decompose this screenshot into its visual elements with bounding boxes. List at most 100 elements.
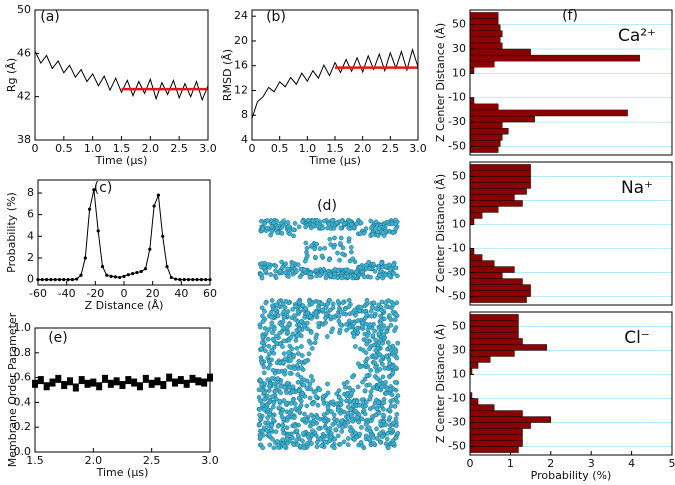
bar bbox=[469, 260, 495, 267]
bead bbox=[392, 404, 398, 409]
bead bbox=[383, 391, 389, 396]
y-tick-label: 24 bbox=[234, 9, 248, 22]
bead bbox=[364, 373, 370, 378]
y-tick-label: -10 bbox=[448, 242, 466, 255]
y-tick-label: 0.0 bbox=[14, 445, 32, 458]
bead bbox=[336, 395, 342, 400]
bead bbox=[332, 267, 338, 272]
bead bbox=[357, 364, 363, 370]
bead bbox=[275, 439, 280, 444]
bead bbox=[317, 387, 323, 393]
bead bbox=[345, 419, 351, 425]
bead bbox=[366, 266, 372, 271]
y-axis-label: Z Center Distance (Å) bbox=[434, 23, 447, 142]
bead bbox=[353, 408, 358, 414]
bead bbox=[257, 324, 263, 330]
bar bbox=[469, 422, 531, 429]
bead bbox=[259, 402, 265, 407]
bead bbox=[319, 301, 325, 307]
bead bbox=[384, 304, 389, 310]
bead bbox=[355, 384, 361, 390]
bar bbox=[469, 134, 503, 141]
bead bbox=[376, 331, 382, 337]
bead bbox=[289, 407, 294, 413]
bead bbox=[320, 225, 326, 231]
x-tick-label: 2.0 bbox=[85, 454, 103, 467]
y-axis-label: RMSD (Å) bbox=[221, 49, 234, 101]
bead bbox=[326, 257, 332, 263]
bead bbox=[261, 364, 267, 370]
bead bbox=[355, 318, 361, 323]
x-tick-label: -60 bbox=[29, 287, 47, 300]
bead bbox=[347, 428, 353, 434]
y-tick-label: 42 bbox=[17, 90, 31, 103]
y-tick-label: 10 bbox=[452, 367, 466, 380]
data-point bbox=[37, 376, 44, 385]
bead bbox=[392, 328, 397, 333]
x-axis-label: Time (μs) bbox=[308, 154, 361, 167]
bead bbox=[349, 413, 354, 419]
bar bbox=[469, 60, 495, 68]
bead bbox=[300, 303, 306, 308]
data-line bbox=[34, 50, 209, 102]
bead bbox=[366, 259, 372, 265]
bead bbox=[280, 265, 285, 270]
bead bbox=[275, 313, 281, 319]
bead bbox=[262, 221, 268, 226]
bead bbox=[309, 441, 314, 446]
bead bbox=[258, 417, 263, 422]
bead bbox=[368, 308, 374, 314]
x-tick-label: 0.5 bbox=[55, 142, 73, 155]
bead bbox=[269, 347, 275, 353]
bead bbox=[354, 399, 360, 404]
bead bbox=[299, 365, 304, 370]
bead bbox=[346, 297, 352, 303]
panel-label: (c) bbox=[94, 180, 113, 196]
bead bbox=[368, 367, 374, 373]
data-point bbox=[201, 378, 208, 387]
y-tick-label: -30 bbox=[448, 416, 466, 429]
bead bbox=[307, 299, 312, 304]
bead bbox=[354, 221, 360, 227]
bead bbox=[374, 406, 380, 412]
bead bbox=[297, 274, 303, 280]
bar bbox=[469, 103, 499, 111]
bead bbox=[278, 390, 283, 396]
bead bbox=[281, 309, 287, 314]
data-point bbox=[177, 376, 184, 385]
bead bbox=[295, 379, 301, 385]
bead bbox=[393, 226, 399, 232]
y-tick-label: -10 bbox=[448, 91, 466, 104]
bead bbox=[313, 335, 319, 341]
bead bbox=[295, 309, 301, 314]
bead bbox=[386, 407, 392, 412]
bead bbox=[348, 407, 354, 413]
bead bbox=[273, 268, 278, 274]
data-point bbox=[53, 277, 57, 282]
bead bbox=[346, 225, 352, 231]
bead bbox=[391, 420, 396, 426]
x-tick-label: -40 bbox=[58, 287, 76, 300]
bead bbox=[387, 374, 392, 380]
bead bbox=[381, 332, 387, 338]
bead bbox=[294, 268, 299, 274]
bead bbox=[389, 392, 395, 398]
data-point bbox=[189, 374, 196, 383]
bead bbox=[345, 410, 351, 416]
bar bbox=[469, 314, 519, 321]
bead bbox=[285, 266, 290, 272]
bar bbox=[469, 115, 535, 123]
bead bbox=[292, 316, 298, 322]
bead bbox=[284, 436, 290, 442]
bead bbox=[349, 249, 354, 255]
bar bbox=[469, 326, 519, 333]
bead bbox=[279, 259, 284, 265]
data-point bbox=[67, 377, 73, 386]
bead bbox=[305, 217, 311, 223]
bead bbox=[305, 434, 311, 440]
bead bbox=[376, 381, 382, 387]
bead bbox=[280, 407, 286, 413]
bead bbox=[268, 272, 274, 277]
bead bbox=[331, 245, 337, 250]
bead bbox=[346, 304, 352, 310]
